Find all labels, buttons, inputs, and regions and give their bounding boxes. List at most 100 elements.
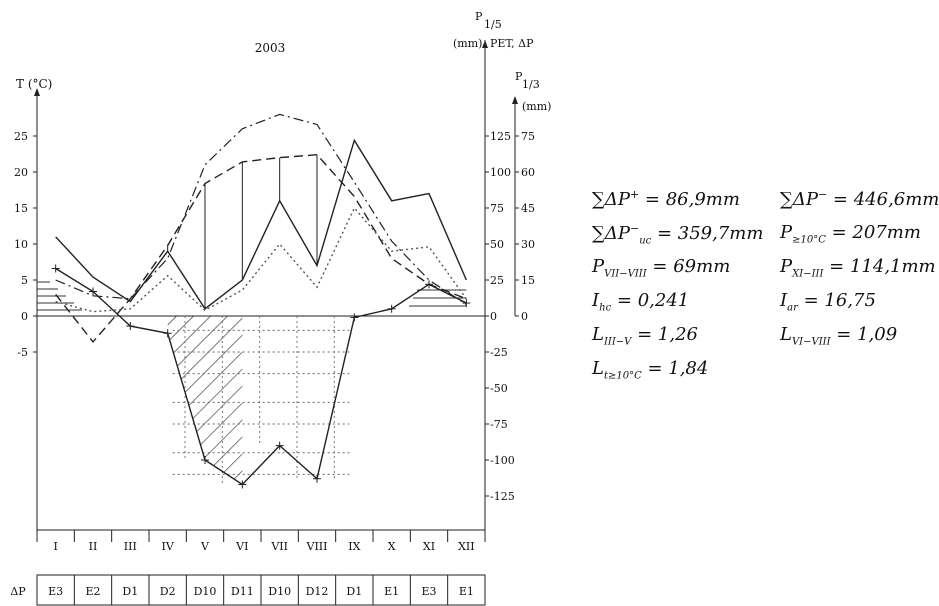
- deltaP-row-label: ΔP: [10, 585, 26, 598]
- right-axis1-label: P: [475, 10, 483, 23]
- formula-subscript: VII−VIII: [604, 268, 647, 280]
- formula-symbol: ∑ΔP: [780, 189, 818, 210]
- left-tick-label: 25: [14, 130, 28, 143]
- formula-superscript: +: [629, 188, 640, 201]
- right-tick-label: -50: [490, 382, 508, 395]
- formula-item: PXI−III = 114,1mm: [780, 256, 936, 280]
- left-tick-label: 10: [14, 238, 28, 251]
- month-label: VIII: [306, 540, 328, 553]
- deltaP-class-label: D10: [194, 585, 217, 598]
- formula-superscript: −: [629, 222, 640, 235]
- right-tick-label: 25: [490, 274, 504, 287]
- right-tick-label: -25: [490, 346, 508, 359]
- left-tick-label: 0: [21, 310, 28, 323]
- formula-symbol: ∑ΔP: [592, 223, 630, 244]
- formula-subscript: t≥10°C: [603, 370, 642, 382]
- series-line-dashed: [55, 153, 467, 344]
- formula-item: ∑ΔP− = 446,6mm: [780, 188, 939, 210]
- deltaP-class-label: E3: [421, 585, 436, 598]
- deltaP-class-label: D10: [268, 585, 291, 598]
- formula-symbol: I: [780, 290, 788, 311]
- left-tick-label: 15: [14, 202, 28, 215]
- deltaP-class-label: D1: [122, 585, 138, 598]
- right-tick-label: 50: [490, 238, 504, 251]
- left-tick-label: -5: [17, 346, 28, 359]
- formula-symbol: ∑ΔP: [592, 189, 630, 210]
- deltaP-class-label: E1: [384, 585, 399, 598]
- month-label: X: [388, 540, 396, 553]
- month-label: XI: [423, 540, 435, 553]
- right2-tick-label: 45: [521, 202, 535, 215]
- formula-item: Lt≥10°C = 1,84: [592, 358, 708, 382]
- deltaP-class-label: E2: [85, 585, 100, 598]
- formula-symbol: P: [780, 256, 793, 277]
- formula-value: = 207mm: [825, 222, 921, 243]
- formula-symbol: L: [592, 358, 604, 379]
- formula-item: PVII−VIII = 69mm: [592, 256, 730, 280]
- right-axis1-sub: 1/5: [484, 18, 502, 31]
- right-tick-label: -75: [490, 418, 508, 431]
- formula-value: = 1,84: [641, 358, 709, 379]
- formula-item: Ihc = 0,241: [592, 290, 689, 314]
- formula-subscript: uc: [639, 235, 652, 247]
- right-axis1-unit: (mm): [453, 37, 482, 50]
- right-tick-label: 0: [490, 310, 497, 323]
- right-tick-label: -100: [490, 454, 515, 467]
- month-label: II: [89, 540, 98, 553]
- climate-chart: 2520151050-51251007550250-25-50-75-100-1…: [10, 10, 551, 606]
- right-axis2-sub: 1/3: [522, 78, 540, 91]
- month-label: IX: [348, 540, 360, 553]
- right2-tick-label: 0: [521, 310, 528, 323]
- formula-symbol: P: [592, 256, 605, 277]
- formula-item: ∑ΔP+ = 86,9mm: [592, 188, 740, 210]
- right2-tick-label: 15: [521, 274, 535, 287]
- right-tick-label: 100: [490, 166, 511, 179]
- right-axis2-unit: (mm): [522, 100, 551, 113]
- formula-subscript: XI−III: [792, 268, 824, 280]
- series-line-dotted: [55, 206, 467, 313]
- month-label: VII: [270, 540, 288, 553]
- right-axis2-arrow: [512, 96, 518, 104]
- formula-value: = 359,7mm: [651, 223, 764, 244]
- chart-title: 2003: [255, 41, 286, 55]
- formula-item: LIII−V = 1,26: [592, 324, 698, 348]
- series-line-solid: [55, 138, 467, 310]
- formula-item: ∑ΔP−uc = 359,7mm: [592, 222, 763, 247]
- formula-item: P≥10°C = 207mm: [780, 222, 921, 246]
- month-label: III: [124, 540, 137, 553]
- deltaP-class-label: D1: [346, 585, 362, 598]
- right2-tick-label: 60: [521, 166, 535, 179]
- formula-value: = 69mm: [646, 256, 731, 277]
- formula-value: = 0,241: [611, 290, 690, 311]
- formula-symbol: I: [592, 290, 600, 311]
- formula-symbol: L: [592, 324, 604, 345]
- series-line-deltaP: [55, 267, 467, 486]
- formula-superscript: −: [817, 188, 828, 201]
- month-label: IV: [162, 540, 175, 553]
- left-axis-arrow: [34, 88, 40, 96]
- month-label: I: [53, 540, 57, 553]
- deltaP-class-label: D11: [231, 585, 254, 598]
- deltaP-class-label: E1: [459, 585, 474, 598]
- deltaP-class-label: D2: [160, 585, 176, 598]
- month-label: VI: [235, 540, 248, 553]
- formula-subscript: ar: [787, 302, 798, 314]
- right2-tick-label: 75: [521, 130, 535, 143]
- deltaP-class-label: D12: [306, 585, 329, 598]
- formula-symbol: L: [780, 324, 792, 345]
- deltaP-class-label: E3: [48, 585, 63, 598]
- formula-panel: ∑ΔP+ = 86,9mm ∑ΔP− = 446,6mm ∑ΔP−uc = 359,…: [592, 188, 939, 408]
- formula-subscript: hc: [599, 302, 612, 314]
- left-axis-label: T (°C): [16, 77, 52, 91]
- right-tick-label: -125: [490, 490, 515, 503]
- left-tick-label: 20: [14, 166, 28, 179]
- month-label: XII: [458, 540, 475, 553]
- right-axis1-arrow: [482, 40, 488, 48]
- left-tick-label: 5: [21, 274, 28, 287]
- formula-subscript: VI−VIII: [791, 336, 831, 348]
- right2-tick-label: 30: [521, 238, 535, 251]
- month-label: V: [200, 540, 210, 553]
- formula-value: = 16,75: [797, 290, 876, 311]
- right-axis2-label: P: [515, 70, 523, 83]
- formula-symbol: P: [780, 222, 793, 243]
